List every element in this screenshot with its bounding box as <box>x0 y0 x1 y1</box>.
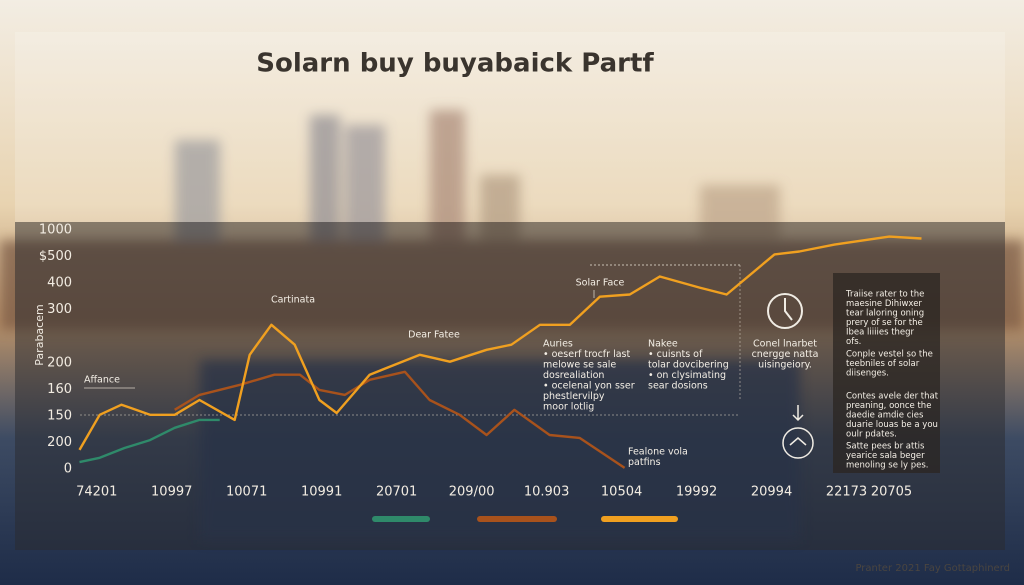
annotation: moor lotlig <box>543 402 594 413</box>
panel-text: tear laloring oning <box>846 309 924 319</box>
panel-text: Ibea liiiies thegr <box>846 328 915 338</box>
panel-text: daedie amdie cies <box>846 411 924 421</box>
panel-text: preaning, oonce the <box>846 401 931 411</box>
gauge-icon <box>782 405 814 459</box>
y-tick-label: 0 <box>64 462 72 477</box>
clock-icon <box>767 293 803 329</box>
x-tick-label: 10.903 <box>524 485 570 500</box>
y-tick-label: 200 <box>47 355 72 370</box>
x-tick-label: 20701 <box>376 485 417 500</box>
x-tick-label: 19992 <box>676 485 717 500</box>
side-panel <box>833 273 940 473</box>
x-tick-label: 10997 <box>151 485 192 500</box>
panel-text: Traiise rater to the <box>845 290 924 300</box>
x-tick-label: 10071 <box>226 485 267 500</box>
annotation: • ocelenal yon sser <box>543 381 635 392</box>
panel-text: yearice sala beger <box>846 451 925 461</box>
y-tick-label: 1000 <box>39 223 72 238</box>
annotation: Solar Face <box>576 278 625 289</box>
y-tick-label: 160 <box>47 382 72 397</box>
panel-text: menoling se ly pes. <box>846 461 929 471</box>
panel-text: ofs. <box>846 337 861 347</box>
annotation: Nakee <box>648 339 678 350</box>
x-tick-label: 22173 <box>826 485 867 500</box>
panel-text: oulr pdates. <box>846 430 897 440</box>
line-series <box>174 370 626 469</box>
panel-text: teebniles of solar <box>846 359 920 369</box>
y-tick-label: 200 <box>47 435 72 450</box>
y-tick-label: $500 <box>39 249 72 264</box>
footer: Pranter 2021 Fay Gottaphinerd <box>855 563 1010 574</box>
title-panel <box>15 32 1005 222</box>
annotation: Cartinata <box>271 295 315 306</box>
legend-swatch <box>477 516 557 522</box>
annotation: Dear Fatee <box>408 330 460 341</box>
x-tick-label: 74201 <box>76 485 117 500</box>
panel-text: diisenges. <box>846 369 889 379</box>
legend-swatch <box>372 516 430 522</box>
y-axis-label: Parabacem <box>33 304 46 365</box>
chart-title: Solarn buy buyabaick Partf <box>256 49 654 79</box>
panel-text: duarie louas be a you <box>846 420 938 430</box>
annotation: • oeserf trocfr last <box>543 349 630 360</box>
x-tick-label: 209/00 <box>449 485 495 500</box>
annotation: Auries <box>543 339 573 350</box>
annotation: patfins <box>628 457 661 468</box>
annotation: Conel lnarbet <box>753 339 817 350</box>
panel-text: maesine Dihiwxer <box>846 299 922 309</box>
panel-text: Conple vestel so the <box>846 350 933 360</box>
panel-text: Contes avele der that <box>846 392 939 402</box>
annotation: • on clysimating <box>648 370 726 381</box>
y-tick-label: 400 <box>47 276 72 291</box>
x-tick-label: 20705 <box>871 485 912 500</box>
annotation: uisingeiory. <box>758 360 812 371</box>
y-tick-label: 300 <box>47 302 72 317</box>
legend-swatch <box>601 516 678 522</box>
annotation: dosrealiation <box>543 370 604 381</box>
annotation: phestlervilpy <box>543 391 605 402</box>
line-series <box>79 418 220 464</box>
panel-text: prery of se for the <box>846 318 923 328</box>
annotation: tolar dovcibering <box>648 360 729 371</box>
annotation: Fealone vola <box>628 447 688 458</box>
x-tick-label: 10504 <box>601 485 642 500</box>
annotation: melowe se sale <box>543 360 616 371</box>
line-series <box>78 235 922 451</box>
panel-text: Satte pees br attis <box>846 442 925 452</box>
annotation: sear dosions <box>648 381 708 392</box>
x-tick-label: 10991 <box>301 485 342 500</box>
y-tick-label: 150 <box>47 408 72 423</box>
annotation: cnergge natta <box>752 349 819 360</box>
annotation: Affance <box>84 375 120 386</box>
annotation: • cuisnts of <box>648 349 703 360</box>
x-tick-label: 20994 <box>751 485 792 500</box>
